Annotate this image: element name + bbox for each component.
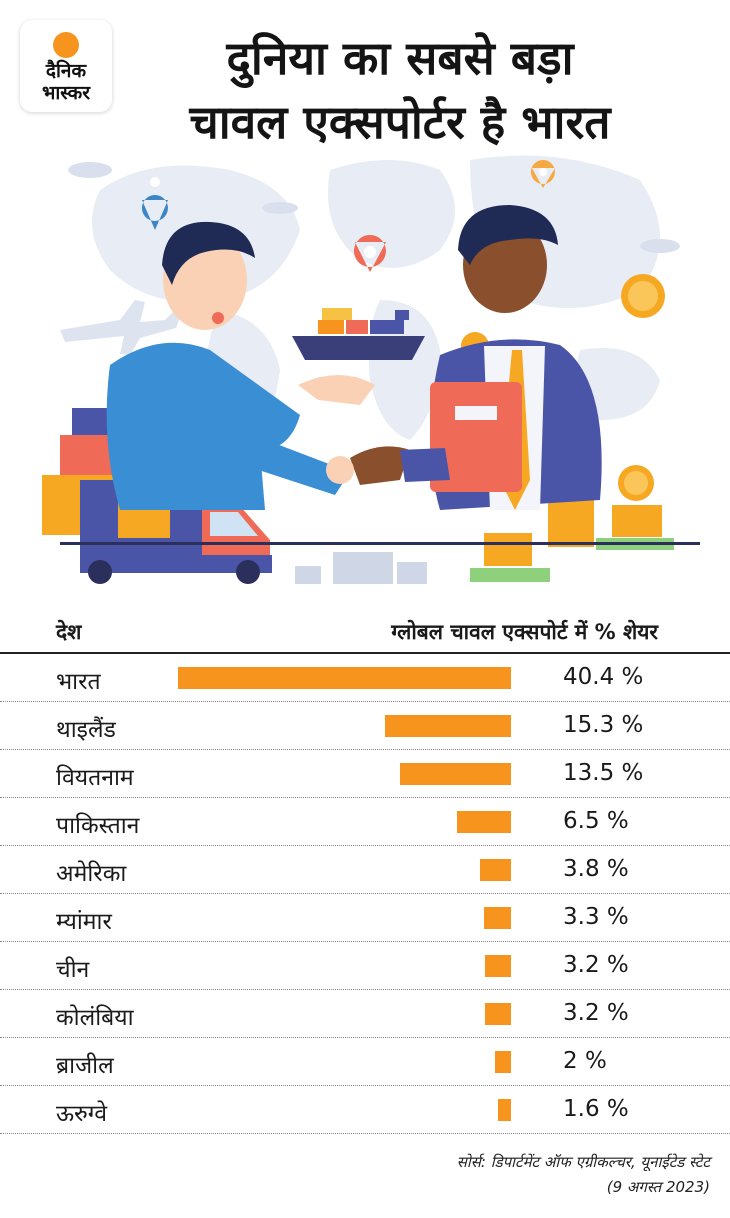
column-header-share: ग्लोबल चावल एक्सपोर्ट में % शेयर bbox=[391, 620, 658, 644]
share-bar bbox=[485, 1003, 511, 1025]
country-label: पाकिस्तान bbox=[56, 813, 140, 839]
country-label: अमेरिका bbox=[56, 861, 127, 887]
source-line1: सोर्स: डिपार्टमेंट ऑफ एग्रीकल्चर, यूनाईट… bbox=[456, 1153, 710, 1171]
table-row: म्यांमार 3.3 % bbox=[0, 894, 730, 942]
title-line1: दुनिया का सबसे बड़ा bbox=[226, 31, 574, 85]
share-value-label: 3.3 % bbox=[563, 904, 629, 930]
share-value-label: 6.5 % bbox=[563, 808, 629, 834]
country-label: थाइलैंड bbox=[56, 717, 116, 743]
share-value-label: 15.3 % bbox=[563, 712, 644, 738]
share-value-label: 13.5 % bbox=[563, 760, 644, 786]
share-value-label: 1.6 % bbox=[563, 1096, 629, 1122]
man-right-illustration bbox=[350, 205, 602, 510]
country-label: ब्राजील bbox=[56, 1053, 114, 1079]
table-header: देश ग्लोबल चावल एक्सपोर्ट में % शेयर bbox=[0, 612, 730, 654]
share-value-label: 2 % bbox=[563, 1048, 607, 1074]
logo-text-line1: दैनिक bbox=[45, 60, 87, 82]
share-bar bbox=[485, 955, 511, 977]
table-row: कोलंबिया 3.2 % bbox=[0, 990, 730, 1038]
table-row: चीन 3.2 % bbox=[0, 942, 730, 990]
location-pin-icon bbox=[530, 160, 555, 188]
title-line2: चावल एक्सपोर्टर है भारत bbox=[189, 95, 611, 149]
rice-export-bar-chart: भारत 40.4 % थाइलैंड 15.3 % वियतनाम 13.5 % पाकि… bbox=[0, 654, 730, 1134]
share-value-label: 3.8 % bbox=[563, 856, 629, 882]
country-label: भारत bbox=[56, 669, 101, 695]
share-bar bbox=[498, 1099, 511, 1121]
share-bar bbox=[457, 811, 511, 833]
share-bar bbox=[495, 1051, 511, 1073]
share-value-label: 3.2 % bbox=[563, 1000, 629, 1026]
coin-icon bbox=[618, 465, 654, 501]
table-row: पाकिस्तान 6.5 % bbox=[0, 798, 730, 846]
location-pin-icon bbox=[353, 235, 386, 272]
table-row: ऊरुग्वे 1.6 % bbox=[0, 1086, 730, 1134]
share-bar bbox=[484, 907, 511, 929]
table-row: वियतनाम 13.5 % bbox=[0, 750, 730, 798]
column-header-country: देश bbox=[56, 620, 82, 644]
country-label: वियतनाम bbox=[56, 765, 134, 791]
share-value-label: 40.4 % bbox=[563, 664, 644, 690]
share-bar bbox=[480, 859, 511, 881]
share-bar bbox=[178, 667, 511, 689]
share-value-label: 3.2 % bbox=[563, 952, 629, 978]
table-row: अमेरिका 3.8 % bbox=[0, 846, 730, 894]
trade-illustration bbox=[42, 155, 700, 584]
sun-icon bbox=[53, 32, 79, 58]
source-note: सोर्स: डिपार्टमेंट ऑफ एग्रीकल्चर, यूनाईट… bbox=[110, 1150, 710, 1200]
handshake-icon bbox=[326, 456, 354, 484]
country-label: ऊरुग्वे bbox=[56, 1101, 108, 1127]
coin-stack-icon bbox=[484, 495, 662, 566]
table-row: थाइलैंड 15.3 % bbox=[0, 702, 730, 750]
logo-text-line2: भास्कर bbox=[41, 82, 91, 104]
source-line2: (9 अगस्त 2023) bbox=[606, 1178, 710, 1196]
country-label: चीन bbox=[56, 957, 90, 983]
man-left-illustration bbox=[106, 221, 375, 510]
country-label: कोलंबिया bbox=[56, 1005, 134, 1031]
cargo-ship-icon bbox=[292, 308, 425, 360]
brand-logo: दैनिक भास्कर bbox=[20, 20, 112, 112]
airplane-icon bbox=[60, 300, 182, 355]
table-row: ब्राजील 2 % bbox=[0, 1038, 730, 1086]
country-label: म्यांमार bbox=[56, 909, 112, 935]
share-bar bbox=[385, 715, 511, 737]
table-row: भारत 40.4 % bbox=[0, 654, 730, 702]
coin-icon bbox=[621, 274, 665, 318]
share-bar bbox=[400, 763, 511, 785]
location-pin-icon bbox=[141, 177, 168, 230]
page-title: दुनिया का सबसे बड़ा चावल एक्सपोर्टर है भ… bbox=[120, 26, 680, 154]
